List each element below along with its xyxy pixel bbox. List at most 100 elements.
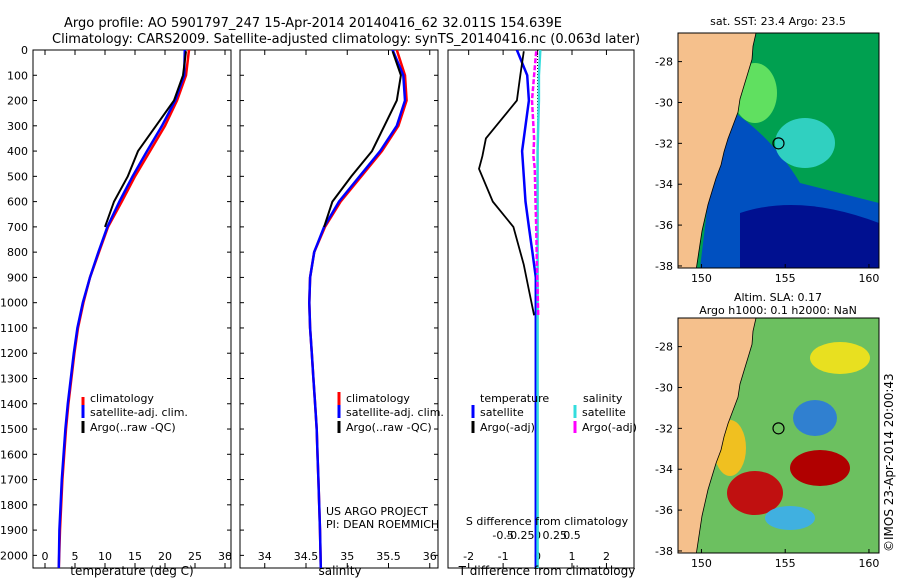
depth-tick-label: 200 <box>7 95 28 108</box>
imos-watermark: ©IMOS 23-Apr-2014 20:00:43 <box>882 373 896 552</box>
depth-tick-label: 1200 <box>0 347 28 360</box>
sst-map-axes: 150 155 160 -28 -30 -32 -34 -36 -38 <box>655 56 879 285</box>
x-tick-label: 20 <box>158 550 172 563</box>
pi-annotation: PI: DEAN ROEMMICH <box>326 518 439 531</box>
argo-float-position-marker <box>772 422 785 435</box>
depth-axis: 0100200300400500600700800900100011001200… <box>0 44 231 562</box>
moderate-sla-region <box>810 342 870 374</box>
difference-panel: -2 -1 0 1 2 -0.5-0.25 0 0.250.5 T difference f… <box>447 49 637 578</box>
salinity-difference-axis: -0.5-0.25 0 0.250.5 <box>492 529 580 542</box>
salinity-depth-ticks <box>240 49 438 556</box>
temperature-xlabel: temperature (deg C) <box>70 564 193 578</box>
depth-tick-label: 700 <box>7 221 28 234</box>
series-line-satellite-adj-clim- <box>308 50 407 568</box>
map-lon-label: 150 <box>691 272 712 285</box>
high-sla-eddy <box>727 471 783 515</box>
sla-map-axes: 150 155 160 -28 -30 -32 -34 -36 -38 <box>655 341 879 570</box>
low-sla-eddy <box>793 400 837 436</box>
depth-tick-label: 1900 <box>0 524 28 537</box>
x-tick-label: 30 <box>218 550 232 563</box>
salinity-series <box>308 50 408 568</box>
map-lat-label: -28 <box>655 341 673 354</box>
salinity-panel: 34 34.5 35 35.5 36 salinity climatology sate… <box>239 49 444 578</box>
depth-tick-label: 2000 <box>0 549 28 562</box>
series-line-salinity-satellite <box>536 50 542 568</box>
salinity-legend-satellite: satellite-adj. clim. <box>346 406 444 419</box>
series-line-temperature-satellite <box>515 50 538 568</box>
argo-float-position-marker <box>772 137 785 150</box>
salinity-legend-climatology: climatology <box>346 392 410 405</box>
legend-temperature-satellite: satellite <box>480 406 524 419</box>
series-line-argo-raw-qc- <box>323 50 402 228</box>
s-tick-label: -0.5 <box>492 529 513 542</box>
figure-title-line1: Argo profile: AO 5901797_247 15-Apr-2014… <box>64 16 562 31</box>
s-difference-title: S difference from climatology <box>466 515 629 528</box>
depth-tick-label: 1300 <box>0 372 28 385</box>
sst-map-title: sat. SST: 23.4 Argo: 23.5 <box>710 15 846 28</box>
sla-heatmap <box>678 318 879 553</box>
temperature-legend-climatology: climatology <box>90 392 154 405</box>
series-line-argo-raw-qc- <box>104 51 187 228</box>
map-lon-label: 160 <box>858 272 879 285</box>
depth-tick-label: 400 <box>7 145 28 158</box>
map-lon-label: 155 <box>775 272 796 285</box>
depth-tick-label: 800 <box>7 246 28 259</box>
x-tick-label: 10 <box>98 550 112 563</box>
x-tick-label: 0 <box>42 550 49 563</box>
legend-salinity-argo: Argo(-adj) <box>582 421 637 434</box>
sst-map-panel: sat. SST: 23.4 Argo: 23.5 150 155 160 -28 -3… <box>655 15 880 285</box>
x-tick-label: 35.5 <box>376 550 401 563</box>
sla-map-title-line1: Altim. SLA: 0.17 <box>734 291 822 304</box>
sla-map-title-line2: Argo h1000: 0.1 h2000: NaN <box>699 304 857 317</box>
depth-tick-label: 1800 <box>0 499 28 512</box>
temperature-legend-argo: Argo(..raw -QC) <box>90 421 176 434</box>
s-tick-label: 0.25 <box>543 529 568 542</box>
x-tick-label: 2 <box>603 550 610 563</box>
series-line-satellite-adj-clim- <box>57 50 187 568</box>
low-sla-eddy <box>765 506 815 530</box>
x-tick-label: -1 <box>498 550 509 563</box>
sst-map-frame <box>677 32 880 269</box>
map-lat-label: -34 <box>655 463 673 476</box>
map-lat-label: -36 <box>655 504 673 517</box>
depth-tick-label: 900 <box>7 271 28 284</box>
map-lat-label: -30 <box>655 96 673 109</box>
temperature-plot-frame <box>32 49 232 569</box>
depth-tick-label: 0 <box>21 44 28 57</box>
warm-eddy-region <box>775 118 835 168</box>
map-lon-label: 160 <box>858 557 879 570</box>
depth-tick-label: 600 <box>7 196 28 209</box>
project-annotation: US ARGO PROJECT <box>326 505 428 518</box>
map-lat-label: -32 <box>655 422 673 435</box>
high-sla-eddy <box>790 450 850 486</box>
salinity-plot-frame <box>239 49 439 569</box>
temperature-panel: 0100200300400500600700800900100011001200… <box>0 44 232 578</box>
salinity-xlabel: salinity <box>318 564 361 578</box>
difference-legend: temperature salinity satellite Argo(-adj… <box>471 392 637 434</box>
difference-xlabel: T difference from climatology <box>458 564 636 578</box>
salinity-legend: climatology satellite-adj. clim. Argo(..… <box>337 392 444 434</box>
map-lat-label: -32 <box>655 137 673 150</box>
depth-tick-label: 300 <box>7 120 28 133</box>
depth-tick-label: 1000 <box>0 297 28 310</box>
s-tick-label: -0.25 <box>506 529 534 542</box>
x-tick-label: -2 <box>463 550 474 563</box>
legend-title-salinity: salinity <box>583 392 623 405</box>
x-tick-label: 1 <box>569 550 576 563</box>
sla-map-panel: Altim. SLA: 0.17 Argo h1000: 0.1 h2000: … <box>655 291 880 570</box>
depth-tick-label: 1100 <box>0 322 28 335</box>
x-tick-label: 5 <box>72 550 79 563</box>
x-tick-label: 34.5 <box>294 550 319 563</box>
salinity-legend-argo: Argo(..raw -QC) <box>346 421 432 434</box>
depth-tick-label: 1400 <box>0 398 28 411</box>
australia-land <box>678 318 757 553</box>
difference-series <box>478 50 542 568</box>
depth-tick-label: 100 <box>7 69 28 82</box>
depth-tick-label: 1600 <box>0 448 28 461</box>
x-tick-label: 36 <box>423 550 437 563</box>
figure-title-line2: Climatology: CARS2009. Satellite-adjuste… <box>52 32 640 47</box>
map-lon-label: 150 <box>691 557 712 570</box>
temperature-axis: 0 5 10 15 20 25 30 <box>42 50 232 568</box>
x-tick-label: 25 <box>188 550 202 563</box>
